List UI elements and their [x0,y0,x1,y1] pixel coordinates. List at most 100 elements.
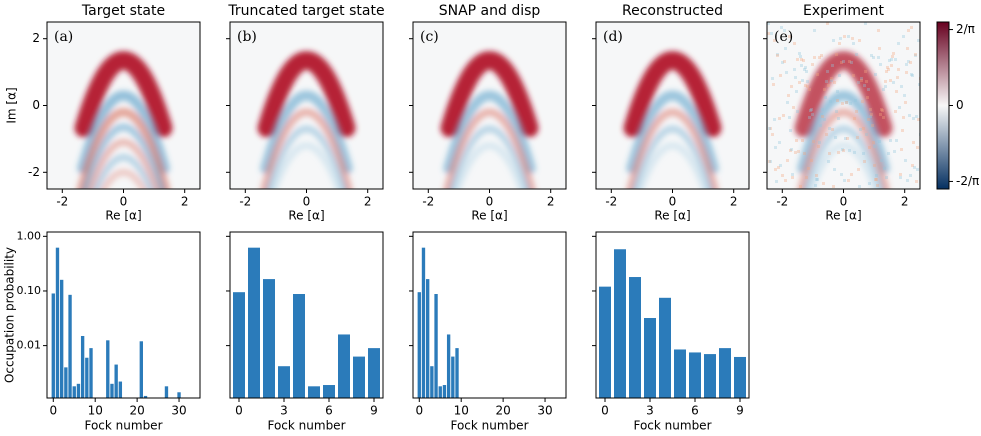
wigner-image [623,51,722,189]
heatmap-bg [230,22,383,189]
heatmap-bg [47,22,200,189]
noise-pixel [850,61,853,64]
bar [455,348,459,398]
wigner-image [257,51,356,189]
bar [143,395,148,398]
noise-pixel [803,68,806,71]
noise-pixel [791,173,794,176]
noise-pixel [796,110,799,113]
noise-pixel [822,182,825,185]
noise-pixel [863,160,866,163]
noise-pixel [835,110,838,113]
noise-pixel [908,114,911,117]
noise-pixel [873,164,876,167]
noise-pixel [886,66,889,69]
noise-pixel [899,173,902,176]
noise-pixel [826,70,829,73]
y-tick-label: 2 [32,31,40,45]
noise-pixel [906,179,909,182]
noise-pixel [813,56,816,59]
noise-pixel [812,140,815,143]
wigner-image [440,51,539,189]
axes-frame [46,231,201,399]
x-tick-label: 2 [547,195,555,209]
noise-pixel [826,22,829,25]
noise-pixel [877,56,880,59]
noise-pixel [895,139,898,142]
noise-pixel [834,136,837,139]
noise-pixel [835,53,838,56]
noise-pixel [836,90,839,93]
noise-pixel [802,59,805,62]
noise-pixel [863,84,866,87]
noise-pixel [907,60,910,63]
noise-pixel [885,70,888,73]
noise-pixel [882,116,885,119]
noise-pixel [795,90,798,93]
noise-pixel [779,74,782,77]
noise-pixel [897,68,900,71]
noise-pixel [805,70,808,73]
noise-pixel [821,108,824,111]
wigner-band [626,90,719,174]
bar [114,364,118,398]
panel-title: Target state [81,3,165,19]
noise-pixel [789,149,792,152]
x-tick-label: 0 [120,195,128,209]
wigner-band [99,168,148,189]
noise-pixel [853,151,856,154]
noise-pixel [882,88,885,91]
noise-pixel [897,42,900,45]
bar [76,383,81,398]
noise-pixel [779,164,782,167]
y-axis-label: Occupation probability [3,247,17,383]
colorbar-tick-label: 2/π [956,22,975,36]
noise-pixel [836,99,839,102]
wigner-band [797,90,890,174]
noise-pixel [864,22,867,25]
noise-pixel [816,178,819,181]
bar [110,383,114,398]
noise-pixel [771,77,774,80]
noise-pixel [807,167,810,170]
noise-pixel [797,150,800,153]
noise-pixel [845,101,848,104]
noise-pixel [878,47,881,50]
wigner-band [74,51,173,138]
noise-pixel [832,185,835,188]
heatmap-bg [596,22,749,189]
noise-pixel [775,180,778,183]
noise-pixel [860,79,863,82]
wigner-bands [257,51,356,189]
noise-pixel [783,29,786,32]
x-tick-label: 6 [325,404,333,418]
noise-pixel [817,145,820,148]
noise-pixel [899,176,902,179]
noise-pixel [830,79,833,82]
noise-pixel [867,118,870,121]
wigner-image [74,51,173,189]
panel-label: (e) [774,29,793,45]
noise-pixel [869,108,872,111]
bar [425,279,430,398]
noise-pixel [901,129,904,132]
noise-pixel [905,63,908,66]
wigner-band [257,51,356,138]
bar [417,292,421,398]
noise-pixel [809,109,812,112]
x-tick-label: 0 [840,195,848,209]
noise-pixel [837,117,840,120]
noise-pixel [856,136,859,139]
noise-pixel [833,168,836,171]
noise-pixel [774,146,777,149]
noise-pixel [911,164,914,167]
noise-pixel [774,168,777,171]
noise-pixel [841,148,844,151]
noise-pixel [903,94,906,97]
noise-pixel [843,35,846,38]
axes-frame [412,231,567,399]
x-tick-label: 9 [370,404,378,418]
noise-pixel [895,90,898,93]
noise-pixel [884,80,887,83]
noise-pixel [839,37,842,40]
